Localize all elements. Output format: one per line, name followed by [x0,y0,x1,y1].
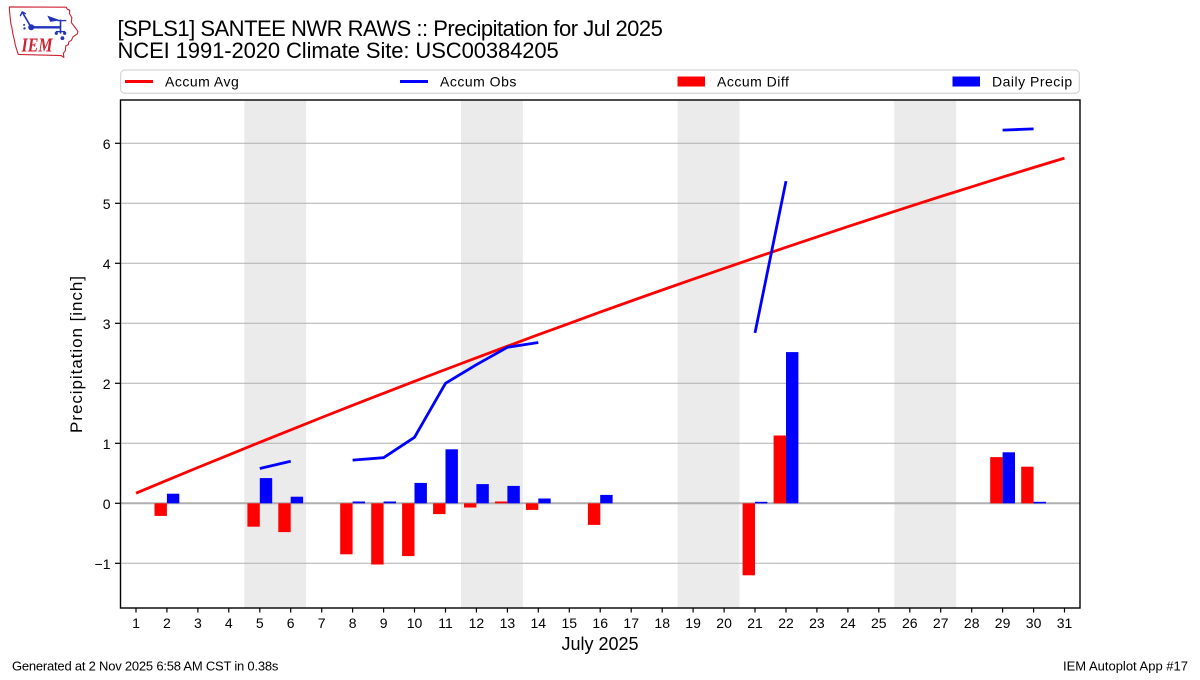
svg-text:4: 4 [225,615,233,631]
svg-text:4: 4 [103,256,111,272]
svg-text:10: 10 [407,615,423,631]
svg-text:24: 24 [840,615,856,631]
svg-text:6: 6 [287,615,295,631]
svg-text:NCEI 1991-2020 Climate Site: U: NCEI 1991-2020 Climate Site: USC00384205 [118,38,559,63]
svg-text:13: 13 [500,615,516,631]
svg-text:16: 16 [592,615,608,631]
svg-text:14: 14 [531,615,547,631]
svg-text:0: 0 [103,496,111,512]
svg-text:21: 21 [747,615,763,631]
svg-text:19: 19 [685,615,701,631]
svg-text:Daily Precip: Daily Precip [992,74,1073,90]
svg-text:2: 2 [163,615,171,631]
svg-text:Accum Avg: Accum Avg [165,74,239,90]
svg-text:8: 8 [349,615,357,631]
svg-text:Accum Obs: Accum Obs [440,74,517,90]
svg-text:IEM: IEM [21,35,54,57]
svg-text:11: 11 [438,615,453,631]
svg-text:3: 3 [103,316,111,332]
svg-text:6: 6 [103,136,111,152]
svg-text:Accum Diff: Accum Diff [717,74,789,90]
svg-text:7: 7 [318,615,326,631]
svg-text:5: 5 [256,615,264,631]
svg-text:IEM Autoplot App #17: IEM Autoplot App #17 [1063,659,1188,674]
svg-text:3: 3 [194,615,202,631]
svg-text:[SPLS1] SANTEE NWR RAWS :: Pre: [SPLS1] SANTEE NWR RAWS :: Precipitation… [118,16,663,41]
svg-text:5: 5 [103,196,111,212]
svg-text:27: 27 [933,615,949,631]
svg-text:17: 17 [623,615,639,631]
svg-text:2: 2 [103,376,111,392]
svg-text:9: 9 [380,615,388,631]
svg-text:28: 28 [964,615,980,631]
svg-text:1: 1 [103,436,111,452]
svg-text:26: 26 [902,615,918,631]
svg-text:Generated at 2 Nov 2025 6:58 A: Generated at 2 Nov 2025 6:58 AM CST in 0… [12,659,279,674]
svg-text:23: 23 [809,615,825,631]
svg-text:July 2025: July 2025 [561,634,638,654]
svg-text:20: 20 [716,615,732,631]
svg-text:12: 12 [469,615,485,631]
svg-text:−1: −1 [95,556,111,572]
svg-text:22: 22 [778,615,794,631]
svg-text:25: 25 [871,615,887,631]
svg-text:18: 18 [654,615,670,631]
svg-text:Precipitation [inch]: Precipitation [inch] [67,275,86,433]
svg-text:31: 31 [1057,615,1073,631]
svg-text:1: 1 [132,615,140,631]
svg-text:29: 29 [995,615,1011,631]
svg-text:15: 15 [562,615,578,631]
svg-text:30: 30 [1026,615,1042,631]
